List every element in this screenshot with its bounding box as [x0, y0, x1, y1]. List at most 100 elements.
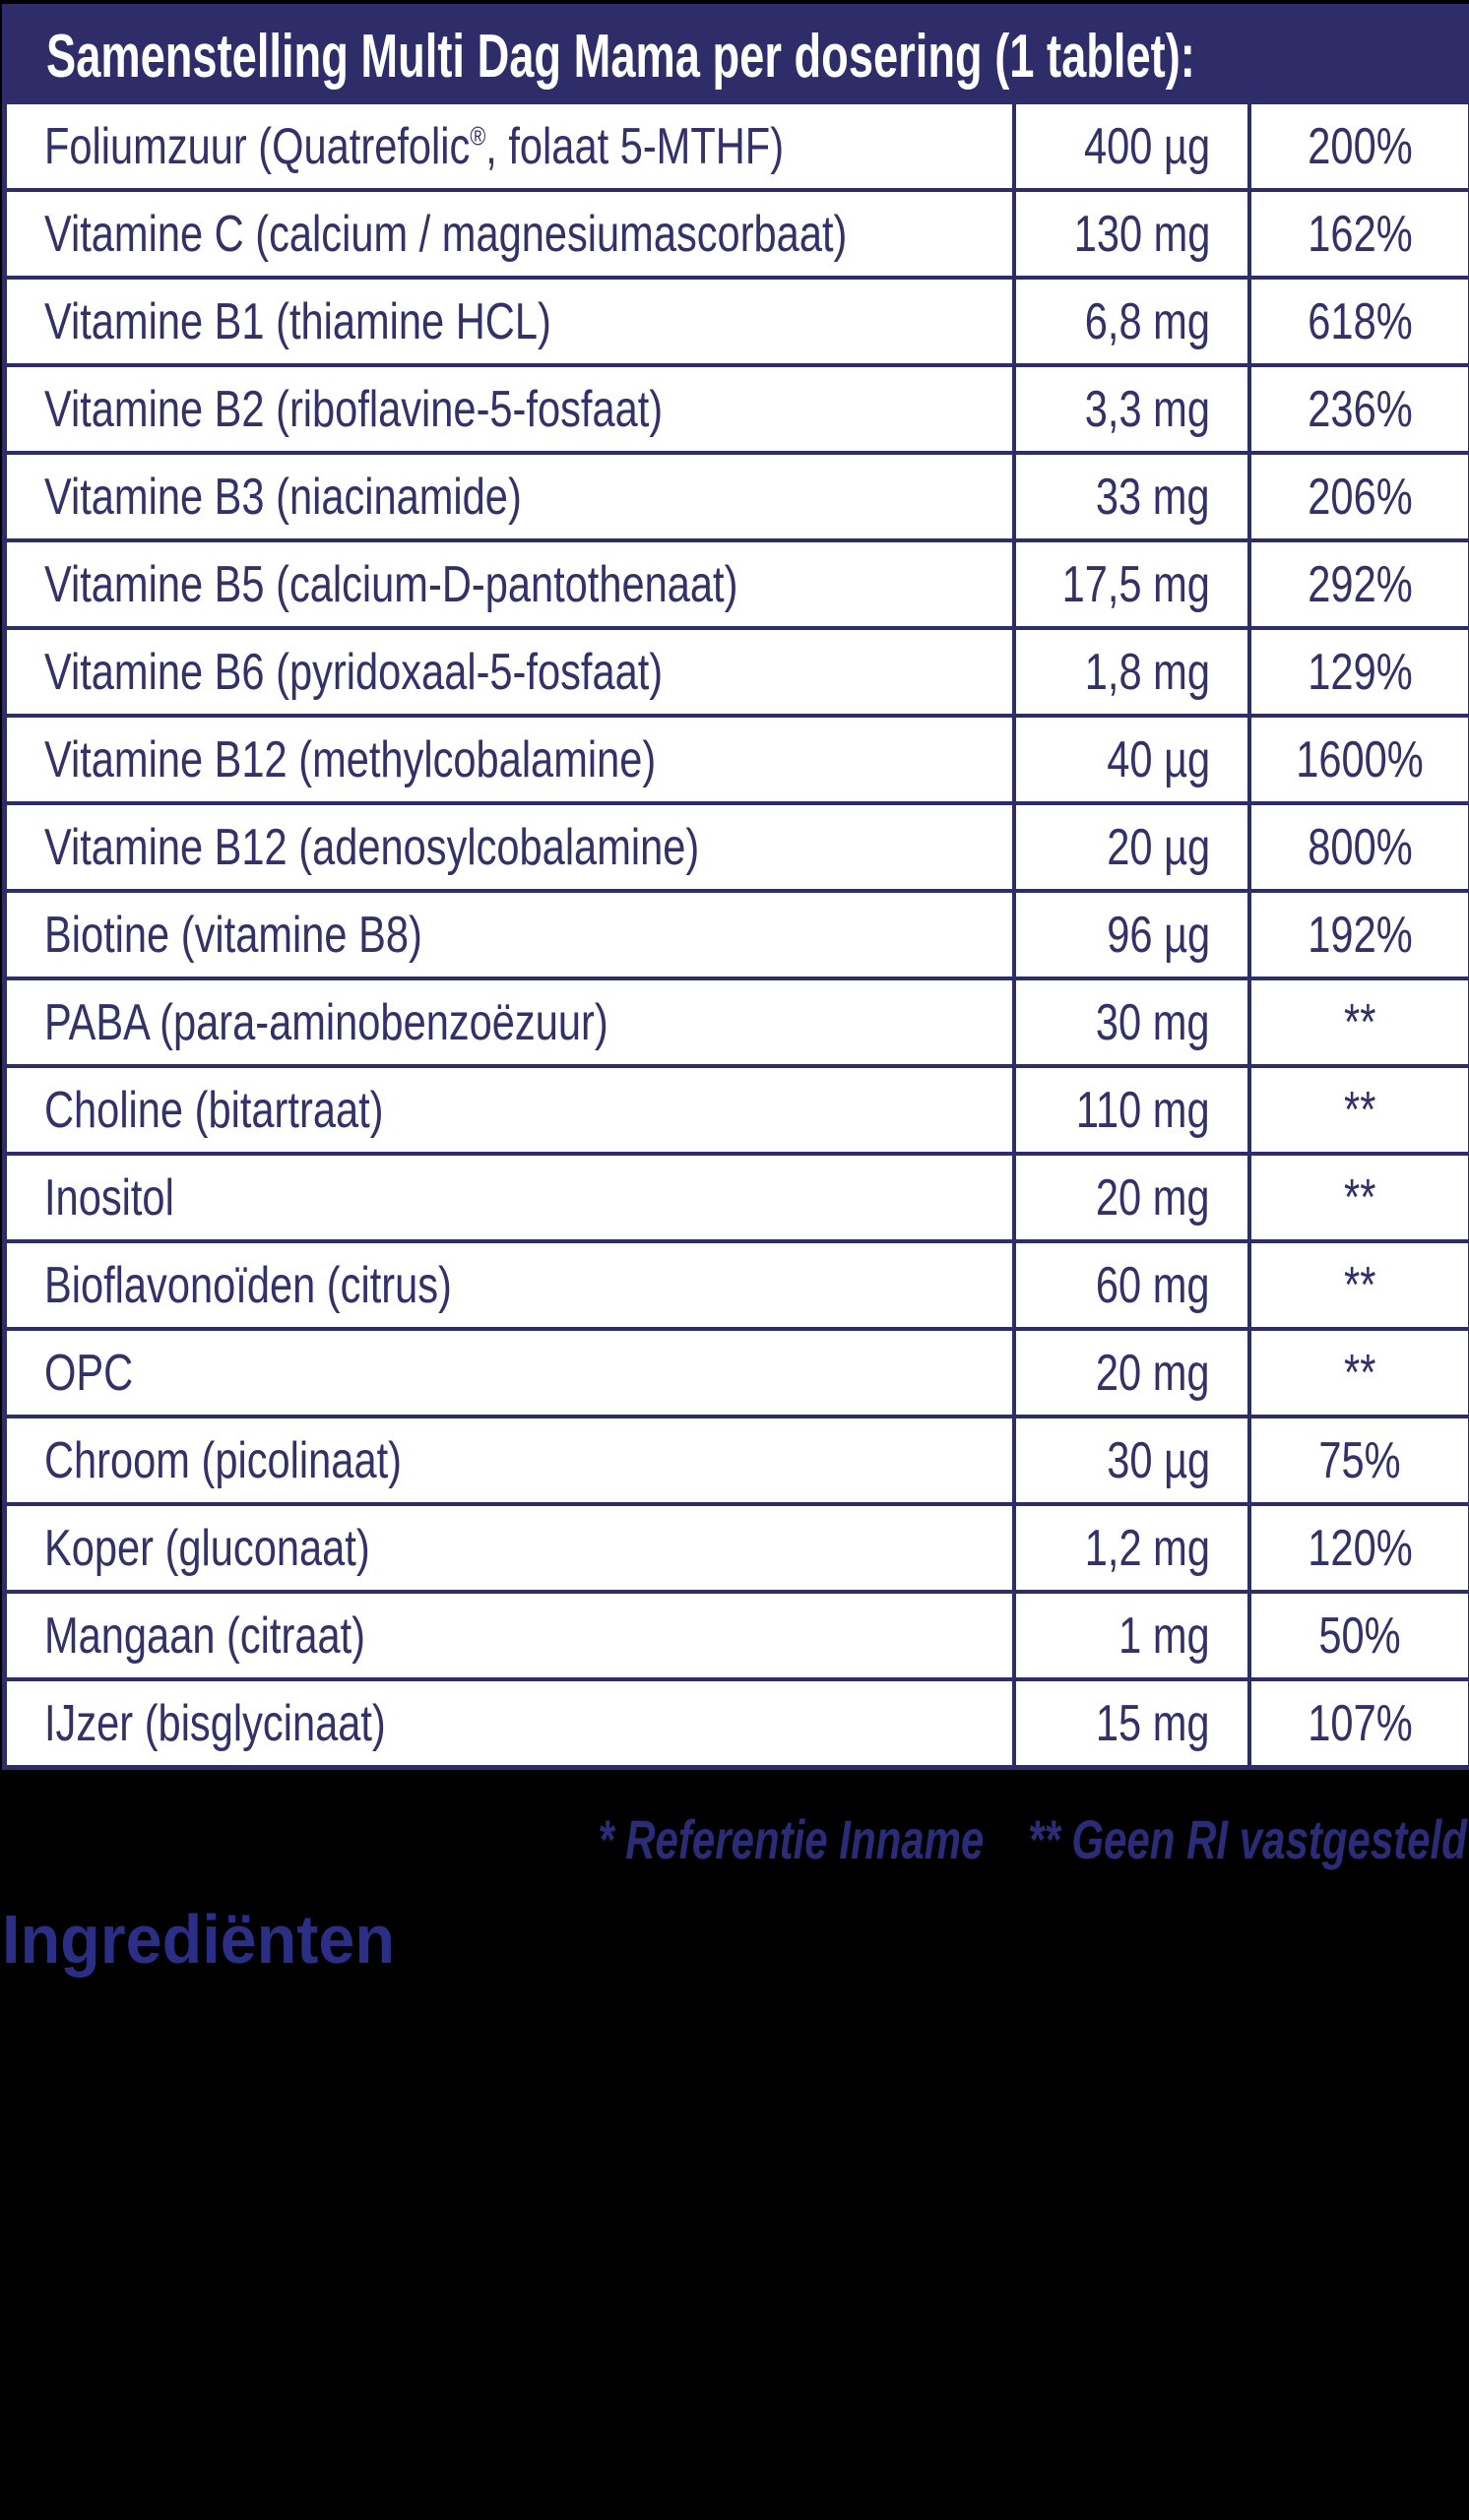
ingredient-ri-cell: **: [1247, 980, 1468, 1064]
table-row: Biotine (vitamine B8) 96 µg 192%: [7, 889, 1468, 976]
footnote-line: * Referentie Inname ** Geen RI vastgeste…: [0, 1809, 1467, 1870]
ingredient-amount: 3,3 mg: [1084, 380, 1210, 438]
ingredient-amount-cell: 15 mg: [1012, 1681, 1247, 1765]
ingredient-amount-cell: 96 µg: [1012, 893, 1247, 976]
ingredient-amount-cell: 30 µg: [1012, 1418, 1247, 1502]
ingredient-amount-cell: 20 µg: [1012, 805, 1247, 889]
ingredient-ri: 236%: [1307, 380, 1413, 438]
footnote-no-ri: ** Geen RI vastgesteld: [1028, 1808, 1467, 1870]
ingredient-name: Vitamine C (calcium / magnesiumascorbaat…: [44, 205, 848, 263]
ingredient-amount-cell: 40 µg: [1012, 718, 1247, 801]
ingredient-ri-cell: 192%: [1247, 893, 1468, 976]
ingredient-amount: 110 mg: [1076, 1081, 1210, 1139]
ingredient-ri: 129%: [1307, 643, 1413, 701]
ingredient-name: Vitamine B3 (niacinamide): [44, 468, 522, 526]
ingredient-name: IJzer (bisglycinaat): [44, 1694, 386, 1752]
ingredient-ri: **: [1343, 1256, 1376, 1314]
ingredient-name-cell: Biotine (vitamine B8): [7, 893, 1012, 976]
ingredient-amount: 20 mg: [1096, 1344, 1210, 1402]
ingredient-amount-cell: 20 mg: [1012, 1331, 1247, 1415]
ingredient-ri-cell: **: [1247, 1156, 1468, 1239]
ingredient-name-cell: Koper (gluconaat): [7, 1506, 1012, 1590]
ingredient-ri: **: [1343, 1168, 1376, 1227]
table-row: OPC 20 mg **: [7, 1327, 1468, 1415]
ingredient-name-cell: Vitamine B2 (riboflavine-5-fosfaat): [7, 367, 1012, 451]
ingredient-amount: 130 mg: [1073, 205, 1210, 263]
ingredient-amount-cell: 1,2 mg: [1012, 1506, 1247, 1590]
ingredient-ri: 75%: [1318, 1431, 1401, 1489]
ingredient-name-cell: Bioflavonoïden (citrus): [7, 1243, 1012, 1327]
ingredient-amount-cell: 60 mg: [1012, 1243, 1247, 1327]
table-row: Foliumzuur (Quatrefolic®, folaat 5-MTHF)…: [7, 104, 1468, 188]
table-title: Samenstelling Multi Dag Mama per doserin…: [7, 22, 1469, 92]
ingredients-heading-text: Ingrediënten: [2, 1901, 396, 1978]
table-title-text: Samenstelling Multi Dag Mama per doserin…: [46, 23, 1195, 91]
ingredient-amount: 15 mg: [1096, 1694, 1210, 1752]
ingredient-name-cell: Choline (bitartraat): [7, 1068, 1012, 1152]
ingredient-amount: 30 mg: [1096, 993, 1210, 1051]
footnote-text: * Referentie Inname ** Geen RI vastgeste…: [598, 1809, 1467, 1870]
table-row: Vitamine C (calcium / magnesiumascorbaat…: [7, 188, 1468, 276]
ingredient-name-cell: Vitamine C (calcium / magnesiumascorbaat…: [7, 192, 1012, 276]
table-header-row: Samenstelling Multi Dag Mama per doserin…: [7, 9, 1468, 104]
ingredient-ri: 200%: [1307, 117, 1413, 175]
ingredient-name: Foliumzuur (Quatrefolic®, folaat 5-MTHF): [44, 117, 785, 175]
ingredient-amount: 1,8 mg: [1084, 643, 1210, 701]
ingredient-ri-cell: 618%: [1247, 280, 1468, 363]
ingredient-amount-cell: 33 mg: [1012, 455, 1247, 538]
ingredient-amount-cell: 130 mg: [1012, 192, 1247, 276]
ingredient-amount-cell: 17,5 mg: [1012, 542, 1247, 626]
ingredient-name-cell: Vitamine B12 (adenosylcobalamine): [7, 805, 1012, 889]
ingredient-name: Inositol: [44, 1168, 174, 1227]
ingredient-name-cell: Mangaan (citraat): [7, 1594, 1012, 1677]
ingredient-ri: 800%: [1307, 818, 1413, 876]
ingredient-name: Chroom (picolinaat): [44, 1431, 402, 1489]
ingredient-ri-cell: 1600%: [1247, 718, 1468, 801]
ingredient-ri: 206%: [1307, 468, 1413, 526]
ingredient-name: Bioflavonoïden (citrus): [44, 1256, 452, 1314]
table-row: Vitamine B6 (pyridoxaal-5-fosfaat) 1,8 m…: [7, 626, 1468, 714]
ingredient-name: Vitamine B6 (pyridoxaal-5-fosfaat): [44, 643, 664, 701]
ingredient-amount-cell: 30 mg: [1012, 980, 1247, 1064]
ingredient-amount: 17,5 mg: [1061, 555, 1210, 613]
ingredient-amount: 20 mg: [1096, 1168, 1210, 1227]
table-row: Choline (bitartraat) 110 mg **: [7, 1064, 1468, 1152]
ingredient-amount: 6,8 mg: [1084, 292, 1210, 350]
ingredient-ri-cell: 162%: [1247, 192, 1468, 276]
ingredient-name-cell: Foliumzuur (Quatrefolic®, folaat 5-MTHF): [7, 104, 1012, 188]
ingredient-name-cell: Inositol: [7, 1156, 1012, 1239]
ingredient-name-cell: Vitamine B5 (calcium-D-pantothenaat): [7, 542, 1012, 626]
table-row: Bioflavonoïden (citrus) 60 mg **: [7, 1239, 1468, 1327]
ingredient-name: Mangaan (citraat): [44, 1606, 366, 1665]
ingredient-amount-cell: 110 mg: [1012, 1068, 1247, 1152]
table-row: Vitamine B1 (thiamine HCL) 6,8 mg 618%: [7, 276, 1468, 363]
ingredient-amount: 33 mg: [1096, 468, 1210, 526]
ingredient-amount-cell: 400 µg: [1012, 104, 1247, 188]
ingredient-ri: **: [1343, 1081, 1376, 1139]
ingredient-ri-cell: 107%: [1247, 1681, 1468, 1765]
ingredient-ri: **: [1343, 993, 1376, 1051]
ingredient-name-cell: Chroom (picolinaat): [7, 1418, 1012, 1502]
ingredient-ri-cell: 292%: [1247, 542, 1468, 626]
composition-table: Samenstelling Multi Dag Mama per doserin…: [2, 4, 1469, 1770]
ingredient-ri-cell: 75%: [1247, 1418, 1468, 1502]
ingredient-ri-cell: **: [1247, 1331, 1468, 1415]
ingredient-name-cell: Vitamine B3 (niacinamide): [7, 455, 1012, 538]
ingredient-name-cell: OPC: [7, 1331, 1012, 1415]
ingredient-amount-cell: 20 mg: [1012, 1156, 1247, 1239]
ingredient-name: Vitamine B12 (methylcobalamine): [44, 730, 657, 788]
ingredient-amount-cell: 1,8 mg: [1012, 630, 1247, 714]
ingredient-ri-cell: 200%: [1247, 104, 1468, 188]
table-row: Inositol 20 mg **: [7, 1152, 1468, 1239]
ingredient-name: Koper (gluconaat): [44, 1519, 370, 1577]
table-row: Vitamine B12 (adenosylcobalamine) 20 µg …: [7, 801, 1468, 889]
ingredient-name: Biotine (vitamine B8): [44, 906, 422, 964]
table-body: Foliumzuur (Quatrefolic®, folaat 5-MTHF)…: [7, 104, 1468, 1765]
ingredient-ri: 162%: [1307, 205, 1413, 263]
ingredient-name-cell: IJzer (bisglycinaat): [7, 1681, 1012, 1765]
ingredient-ri: 50%: [1318, 1606, 1401, 1665]
ingredient-amount: 40 µg: [1107, 730, 1210, 788]
table-row: PABA (para-aminobenzoëzuur) 30 mg **: [7, 976, 1468, 1064]
ingredient-name: Vitamine B5 (calcium-D-pantothenaat): [44, 555, 738, 613]
